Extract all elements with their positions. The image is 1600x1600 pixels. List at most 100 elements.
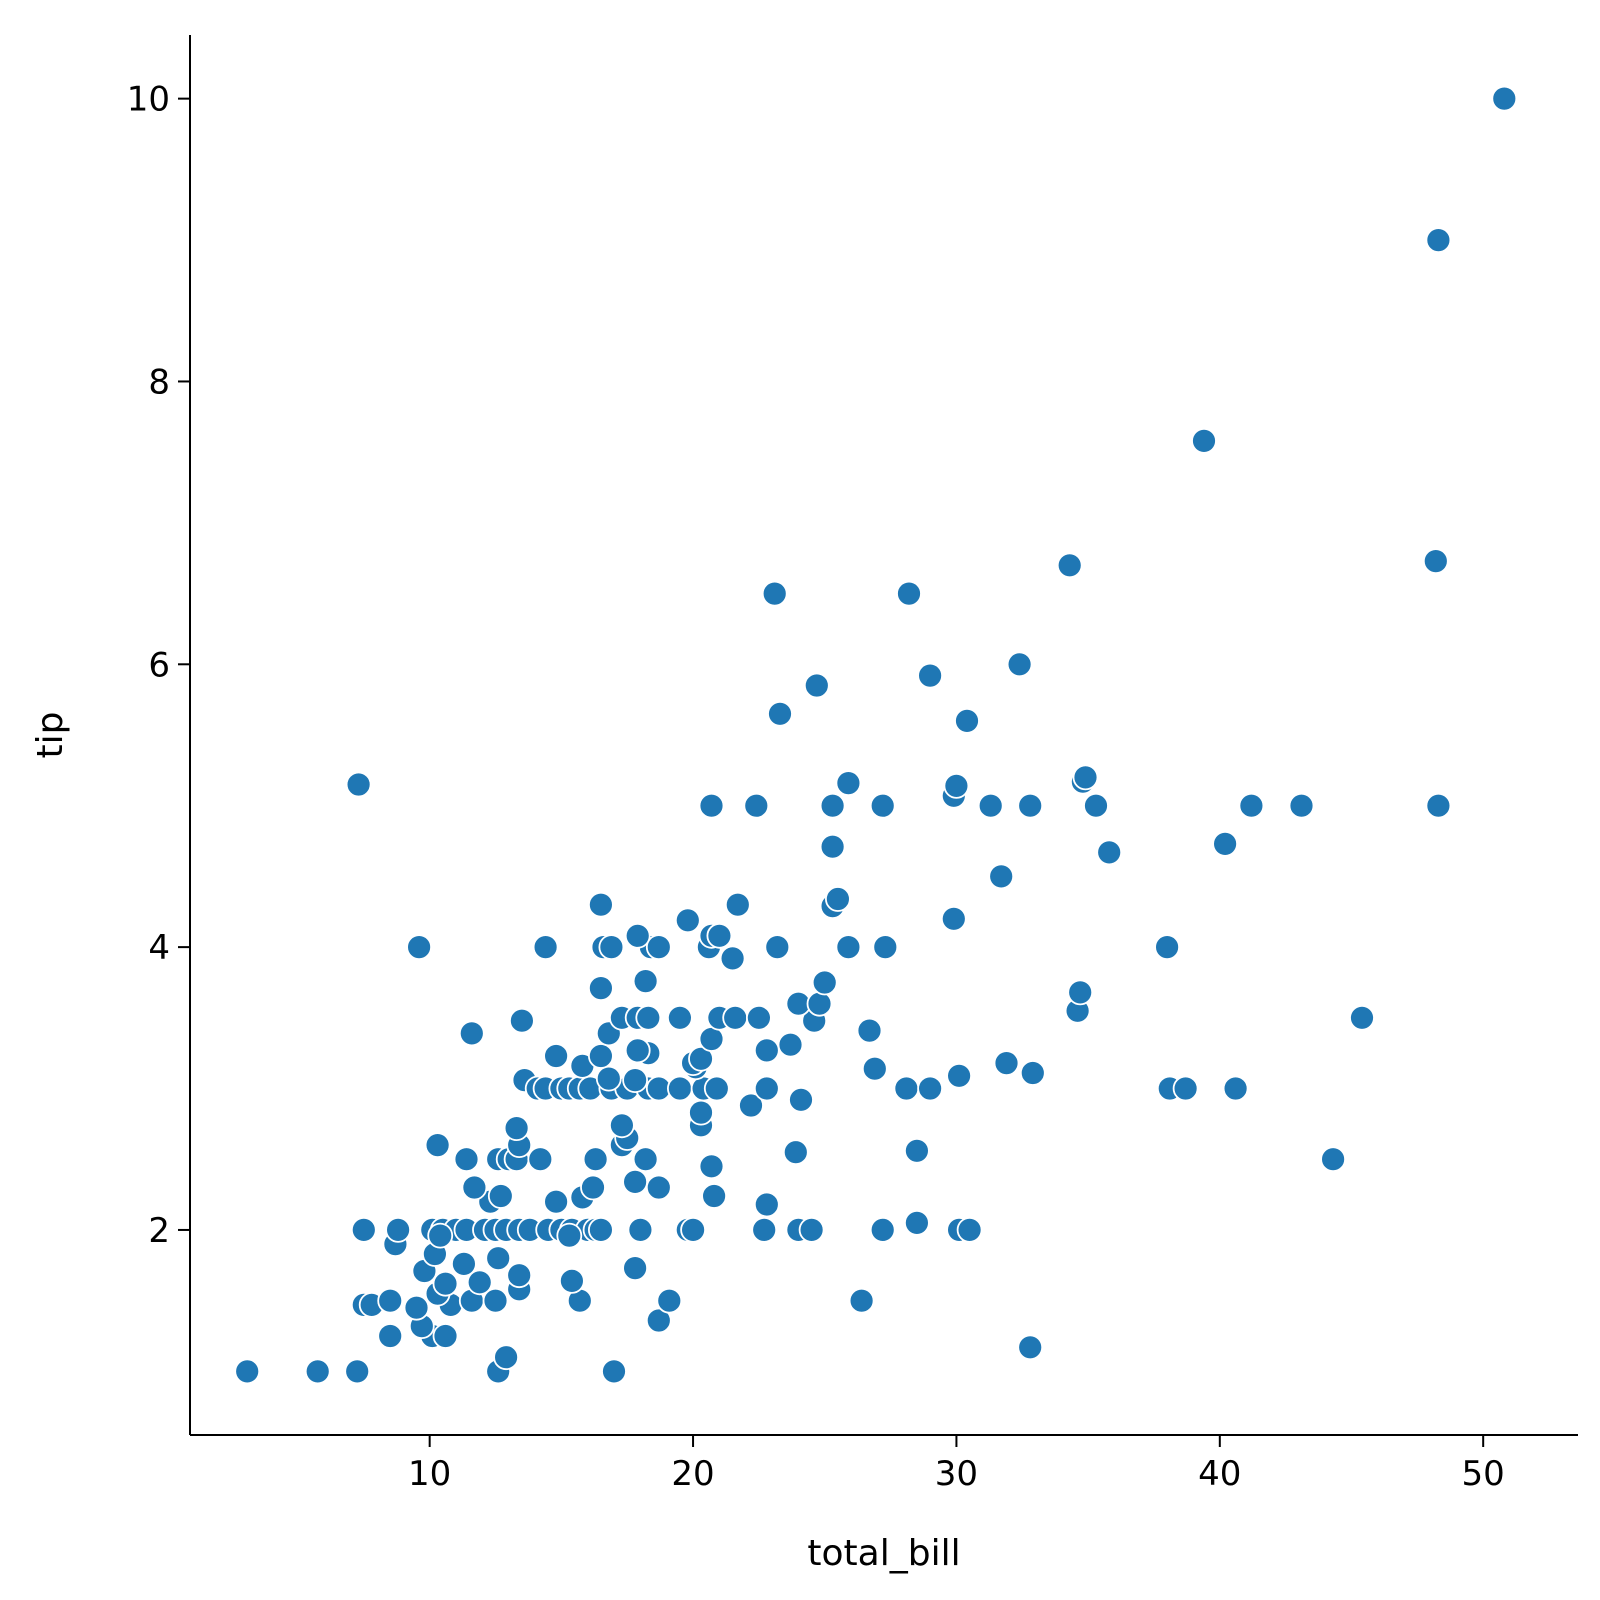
data-point [743,792,770,819]
data-point [635,1004,662,1031]
data-point [753,1075,780,1102]
data-point [1191,427,1217,454]
data-point [825,886,851,912]
data-point [645,1307,672,1334]
data-point [1083,792,1109,819]
data-point [588,1043,614,1069]
data-point [645,934,672,960]
data-point [609,1112,635,1139]
axes-layer: 10 20 30 40 50 2 4 6 8 10 [127,35,1578,1494]
data-point [461,1174,488,1201]
data-point [940,905,967,932]
data-point [719,945,746,972]
data-point [753,1191,780,1218]
data-point [896,580,922,607]
data-point [751,1217,778,1243]
x-tick-label: 30 [935,1454,978,1494]
data-point [848,1287,875,1314]
data-point [798,1217,825,1243]
data-point [701,1183,727,1209]
data-point [706,922,733,949]
data-point [788,1086,814,1113]
data-point [1349,1004,1375,1031]
data-point [527,1146,554,1173]
data-point [450,1251,477,1277]
data-point [803,672,830,699]
data-point [761,580,788,607]
data-point [856,1017,883,1044]
data-point [764,934,791,960]
data-point [835,770,862,796]
data-point [493,1344,520,1371]
data-point [767,700,793,727]
data-point [234,1358,261,1385]
data-point [1172,1075,1199,1102]
data-point [453,1146,480,1173]
data-point [722,1004,749,1031]
data-point [1017,792,1044,819]
data-point [904,1137,930,1164]
data-point [627,1217,654,1243]
data-point [869,1217,896,1243]
data-point [703,1075,730,1102]
data-point [377,1287,404,1314]
data-point [406,934,433,960]
data-point [622,1255,648,1281]
data-point [1096,839,1123,866]
data-point [1154,934,1180,960]
y-tick-label: 8 [148,362,170,402]
data-point [556,1222,583,1249]
points-layer [234,85,1518,1385]
data-point [1056,552,1083,579]
data-point [1067,979,1094,1006]
data-point [458,1020,485,1047]
data-point [595,1065,622,1092]
x-tick-label: 10 [408,1454,451,1494]
data-point [988,863,1015,890]
data-point [917,1075,943,1102]
data-point [1006,651,1033,678]
data-point [427,1222,454,1249]
data-point [622,1169,648,1195]
y-tick-label: 6 [148,645,170,685]
data-point [753,1037,780,1064]
data-point [835,934,862,960]
data-point [667,1075,693,1102]
data-point [1212,831,1238,857]
data-point [532,934,559,960]
data-point [622,1067,648,1093]
data-point [688,1099,714,1126]
data-point [645,1174,672,1201]
data-point [861,1055,888,1082]
data-point [819,792,846,819]
data-point [904,1210,930,1236]
data-point [350,1217,377,1243]
data-point [588,891,614,918]
data-point [893,1075,920,1102]
data-point [956,1217,983,1243]
data-point [777,1031,804,1058]
data-point [1425,792,1452,819]
data-point [632,1146,659,1173]
data-point [1019,1060,1046,1086]
data-point [344,1358,371,1385]
data-point [943,773,970,799]
data-point [588,975,614,1001]
data-point [403,1294,430,1321]
data-point [806,990,833,1017]
data-point [872,934,899,960]
data-point [746,1004,772,1031]
data-point [1222,1075,1249,1102]
data-point [345,771,372,798]
data-point [588,1217,614,1243]
data-point [385,1217,412,1243]
data-point [559,1268,585,1294]
data-point [624,922,651,949]
data-point [1422,548,1449,574]
data-point [688,1045,714,1072]
data-point [1320,1146,1346,1173]
data-point [1072,764,1099,791]
data-point [632,968,659,994]
data-point [1425,227,1452,254]
